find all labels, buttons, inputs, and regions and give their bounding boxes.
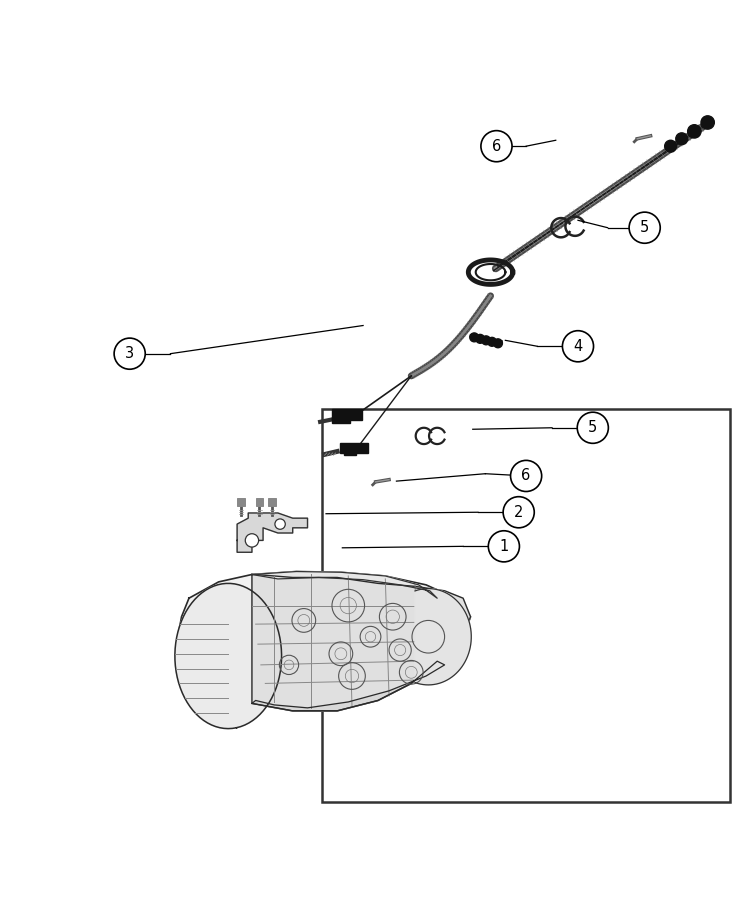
- Bar: [340, 443, 368, 453]
- Bar: [336, 414, 349, 422]
- Circle shape: [245, 534, 259, 547]
- Polygon shape: [415, 589, 471, 685]
- Circle shape: [577, 412, 608, 444]
- Text: 2: 2: [514, 505, 523, 519]
- Text: 3: 3: [125, 346, 134, 361]
- Text: 6: 6: [522, 468, 531, 483]
- Text: 6: 6: [492, 139, 501, 154]
- Circle shape: [114, 338, 145, 369]
- Text: 5: 5: [588, 420, 597, 436]
- Circle shape: [629, 212, 660, 243]
- Circle shape: [701, 116, 714, 129]
- Bar: [332, 418, 350, 423]
- Bar: [268, 499, 276, 506]
- Bar: [332, 409, 362, 420]
- Circle shape: [476, 335, 485, 343]
- Circle shape: [470, 333, 479, 342]
- Circle shape: [482, 336, 491, 345]
- Circle shape: [488, 338, 496, 346]
- Circle shape: [488, 531, 519, 562]
- Circle shape: [665, 140, 677, 152]
- Circle shape: [511, 461, 542, 491]
- Polygon shape: [252, 574, 471, 711]
- Text: 4: 4: [574, 338, 582, 354]
- Bar: [256, 499, 263, 506]
- Circle shape: [503, 497, 534, 527]
- Circle shape: [481, 130, 512, 162]
- Circle shape: [494, 338, 502, 347]
- Bar: [322, 410, 730, 802]
- Polygon shape: [252, 662, 445, 711]
- Circle shape: [275, 519, 285, 529]
- Bar: [344, 448, 356, 455]
- Polygon shape: [175, 583, 282, 729]
- Circle shape: [676, 133, 688, 145]
- Circle shape: [562, 330, 594, 362]
- Polygon shape: [237, 513, 308, 553]
- Text: 1: 1: [499, 539, 508, 554]
- Polygon shape: [178, 572, 471, 711]
- Polygon shape: [252, 572, 437, 598]
- Text: 5: 5: [640, 220, 649, 235]
- Bar: [237, 499, 245, 506]
- Circle shape: [688, 125, 701, 138]
